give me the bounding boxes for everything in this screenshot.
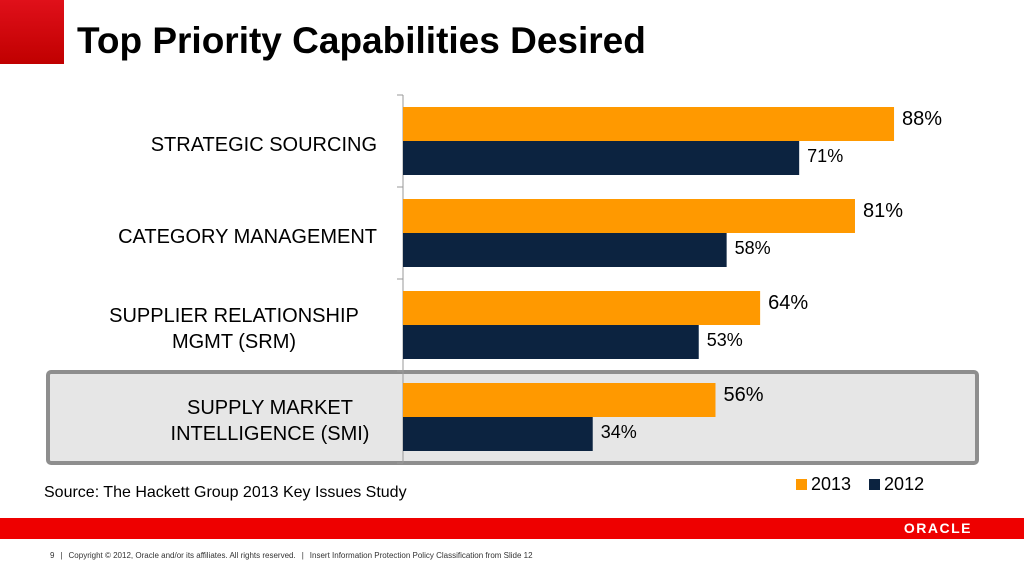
slide-title: Top Priority Capabilities Desired	[77, 20, 646, 61]
brand-band	[0, 518, 1024, 539]
bar-2013	[403, 107, 895, 141]
bar-2013	[403, 199, 855, 233]
category-label: INTELLIGENCE (SMI)	[171, 423, 370, 445]
legend-label-2013: 2013	[811, 474, 852, 494]
data-label-2012: 58%	[735, 238, 771, 258]
data-label-2012: 53%	[707, 330, 743, 350]
bar-2013	[403, 383, 716, 417]
category-label: STRATEGIC SOURCING	[151, 134, 377, 156]
category-label: SUPPLY MARKET	[187, 397, 353, 419]
legend-item-2012: 2012	[869, 474, 924, 495]
legend-item-2013: 2013	[796, 474, 851, 495]
category-label: CATEGORY MANAGEMENT	[118, 226, 377, 248]
footer: 9 | Copyright © 2012, Oracle and/or its …	[50, 551, 533, 560]
data-label-2013: 88%	[902, 108, 942, 130]
chart-legend: 2013 2012	[796, 474, 942, 495]
brand-corner-block	[0, 0, 64, 64]
bar-2012	[403, 325, 699, 359]
bar-2012	[403, 141, 800, 175]
footer-separator: |	[301, 551, 304, 560]
data-label-2013: 64%	[768, 292, 808, 314]
data-label-2013: 56%	[723, 384, 763, 406]
footer-separator: |	[60, 551, 63, 560]
legend-swatch-2012	[869, 479, 881, 490]
category-label: SUPPLIER RELATIONSHIP	[109, 305, 359, 327]
legend-label-2012: 2012	[884, 474, 925, 494]
legend-swatch-2013	[796, 479, 807, 490]
data-label-2012: 71%	[807, 146, 843, 166]
classification-text: Insert Information Protection Policy Cla…	[309, 551, 533, 560]
bar-2012	[403, 233, 727, 267]
data-label-2013: 81%	[863, 200, 903, 222]
page-number: 9	[50, 551, 55, 560]
oracle-logo: ORACLE	[903, 520, 972, 536]
data-label-2012: 34%	[601, 422, 637, 442]
bar-2012	[403, 417, 593, 451]
category-label: MGMT (SRM)	[172, 331, 296, 353]
bar-chart: 88% 71% STRATEGIC SOURCING 81% 58% CATEGORY M…	[109, 94, 942, 464]
copyright-text: Copyright © 2012, Oracle and/or its affi…	[68, 551, 296, 560]
source-note: Source: The Hackett Group 2013 Key Issue…	[44, 484, 407, 501]
bar-2013	[403, 291, 761, 325]
